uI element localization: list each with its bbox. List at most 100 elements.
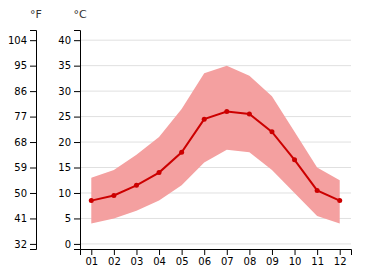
tick: 11 bbox=[311, 249, 324, 267]
tick-mark bbox=[30, 193, 36, 194]
axis-line bbox=[74, 31, 81, 250]
point bbox=[202, 117, 207, 122]
tick: 07 bbox=[221, 249, 234, 267]
tick-mark bbox=[74, 40, 80, 41]
tick-label: 12 bbox=[334, 256, 347, 267]
band bbox=[91, 66, 339, 224]
tick-label: 10 bbox=[289, 256, 302, 267]
tick-mark bbox=[74, 193, 80, 194]
tick-mark bbox=[295, 249, 296, 255]
y2-axis: 32 41 50 59 68 77 86 95 104 bbox=[8, 31, 37, 250]
tick-mark bbox=[204, 249, 205, 255]
tick-label: 10 bbox=[58, 188, 71, 199]
tick-label: 20 bbox=[58, 137, 71, 148]
tick-mark bbox=[182, 249, 183, 255]
grid bbox=[80, 40, 351, 244]
tick: 01 bbox=[85, 249, 98, 267]
tick: 59 bbox=[14, 162, 36, 173]
point bbox=[134, 183, 139, 188]
tick: 40 bbox=[58, 35, 80, 46]
tick: 95 bbox=[14, 60, 36, 71]
point bbox=[179, 150, 184, 155]
tick-label: 03 bbox=[131, 256, 144, 267]
tick: 10 bbox=[289, 249, 302, 267]
tick-label: 77 bbox=[14, 111, 27, 122]
tick-mark bbox=[317, 249, 318, 255]
chart: 01 02 03 04 05 06 07 08 09 10 11 1205 10 15 20 25 30 35 40… bbox=[0, 0, 365, 273]
tick: 04 bbox=[153, 249, 166, 267]
line bbox=[91, 111, 339, 200]
tick: 50 bbox=[14, 188, 36, 199]
tick-mark bbox=[30, 40, 36, 41]
point bbox=[157, 170, 162, 175]
point bbox=[224, 109, 229, 114]
tick-mark bbox=[159, 249, 160, 255]
tick-mark bbox=[114, 249, 115, 255]
tick-label: 11 bbox=[311, 256, 324, 267]
point bbox=[111, 193, 116, 198]
tick-mark bbox=[227, 249, 228, 255]
tick-label: 32 bbox=[14, 239, 27, 250]
tick-label: 30 bbox=[58, 86, 71, 97]
tick-label: 35 bbox=[58, 60, 71, 71]
tick-mark bbox=[136, 249, 137, 255]
tick-label: 104 bbox=[8, 35, 27, 46]
tick-label: 01 bbox=[85, 256, 98, 267]
tick: 06 bbox=[198, 249, 211, 267]
axis-line bbox=[30, 31, 37, 250]
tick-mark bbox=[74, 91, 80, 92]
tick: 08 bbox=[244, 249, 257, 267]
tick-label: 02 bbox=[108, 256, 121, 267]
tick-mark bbox=[249, 249, 250, 255]
tick-label: 15 bbox=[58, 162, 71, 173]
point bbox=[247, 112, 252, 117]
tick-mark bbox=[74, 244, 80, 245]
tick-label: 86 bbox=[14, 86, 27, 97]
tick-label: 5 bbox=[65, 213, 71, 224]
tick: 86 bbox=[14, 86, 36, 97]
tick: 104 bbox=[8, 35, 36, 46]
point bbox=[269, 129, 274, 134]
tick-label: 05 bbox=[176, 256, 189, 267]
tick-mark bbox=[340, 249, 341, 255]
tick-mark bbox=[74, 117, 80, 118]
tick: 12 bbox=[334, 249, 347, 267]
tick: 41 bbox=[14, 213, 36, 224]
tick-label: 50 bbox=[14, 188, 27, 199]
tick: 68 bbox=[14, 137, 36, 148]
point bbox=[292, 157, 297, 162]
tick-label: 59 bbox=[14, 162, 27, 173]
axis-line bbox=[81, 250, 352, 256]
grid-line bbox=[80, 218, 351, 219]
tick-label: 04 bbox=[153, 256, 166, 267]
tick-mark bbox=[30, 244, 36, 245]
point bbox=[89, 198, 94, 203]
tick-label: 25 bbox=[58, 111, 71, 122]
tick-label: 95 bbox=[14, 60, 27, 71]
tick: 09 bbox=[266, 249, 279, 267]
point bbox=[337, 198, 342, 203]
tick-mark bbox=[272, 249, 273, 255]
tick-mark bbox=[74, 66, 80, 67]
grid-line bbox=[80, 40, 351, 41]
tick-mark bbox=[30, 66, 36, 67]
tick-mark bbox=[30, 91, 36, 92]
tick-label: 09 bbox=[266, 256, 279, 267]
tick-label: 07 bbox=[221, 256, 234, 267]
tick-mark bbox=[30, 168, 36, 169]
tick: 03 bbox=[131, 249, 144, 267]
tick-label: 68 bbox=[14, 137, 27, 148]
tick-label: 40 bbox=[58, 35, 71, 46]
tick: 77 bbox=[14, 111, 36, 122]
plot-area bbox=[89, 66, 342, 224]
grid-line bbox=[80, 243, 351, 244]
x-axis: 01 02 03 04 05 06 07 08 09 10 11 12 bbox=[81, 249, 352, 267]
tick-mark bbox=[30, 117, 36, 118]
tick: 02 bbox=[108, 249, 121, 267]
tick: 25 bbox=[58, 111, 80, 122]
point bbox=[315, 188, 320, 193]
tick: 35 bbox=[58, 60, 80, 71]
grid-line bbox=[80, 65, 351, 66]
tick: 05 bbox=[176, 249, 189, 267]
tick-mark bbox=[30, 218, 36, 219]
